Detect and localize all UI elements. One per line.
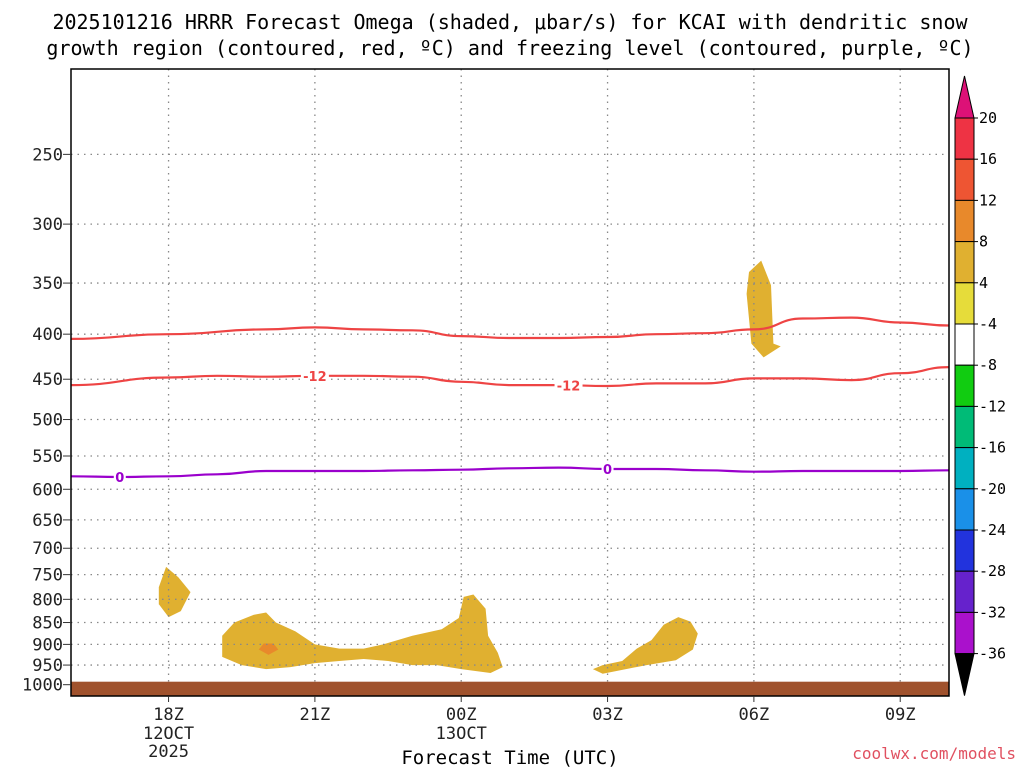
plot-area: -12 -12 0 0	[70, 68, 950, 697]
colorbar-label--24: -24	[979, 521, 1006, 539]
colorbar-label-12: 12	[979, 191, 997, 209]
omega-region-6	[258, 643, 279, 655]
y-tick-label-800: 800	[32, 590, 63, 610]
omega-region-3	[644, 560, 659, 590]
x-axis-label: Forecast Time (UTC)	[401, 747, 618, 768]
colorbar-label--12: -12	[979, 397, 1006, 415]
colorbar-segment-2	[954, 158, 975, 201]
y-tick-label-950: 950	[32, 656, 63, 676]
contour-lines: -12 -12 0 0	[71, 316, 949, 486]
y-axis-ticks: 2503003504004505005506006507007508008509…	[22, 145, 71, 696]
contour-label-2-2: -12	[557, 379, 581, 394]
watermark: coolwx.com/models	[852, 744, 1016, 763]
omega-region-4	[158, 566, 191, 618]
colorbar: 20 16 12 8 4 -4 -8 -12 -16 -20 -24 -28 -32 -36	[954, 75, 1006, 696]
plot-background	[71, 69, 949, 696]
y-tick-label-550: 550	[32, 447, 63, 467]
colorbar-label--20: -20	[979, 480, 1006, 498]
colorbar-label-8: 8	[979, 233, 988, 251]
colorbar-label-20: 20	[979, 109, 997, 127]
x-tick-label-00Z: 00Z	[446, 705, 477, 725]
colorbar-segment-6	[954, 323, 975, 366]
y-tick-label-1000: 1000	[22, 676, 63, 696]
colorbar-segment-7	[954, 364, 975, 407]
x-tick-year-18Z: 2025	[148, 742, 189, 762]
y-tick-label-400: 400	[32, 325, 63, 345]
y-tick-label-450: 450	[32, 370, 63, 390]
chart-title-line-2: growth region (contoured, red, ºC) and f…	[46, 36, 973, 60]
colorbar-label--32: -32	[979, 603, 1006, 621]
y-tick-label-750: 750	[32, 566, 63, 586]
contour-label-bg-2-2	[554, 377, 583, 394]
contour-line-3	[71, 466, 949, 479]
y-tick-label-600: 600	[32, 480, 63, 500]
omega-shading	[158, 260, 781, 674]
chart-title-line-1: 2025101216 HRRR Forecast Omega (shaded, …	[52, 10, 968, 34]
plot-frame	[70, 68, 950, 697]
colorbar-label--28: -28	[979, 562, 1006, 580]
y-tick-label-650: 650	[32, 511, 63, 531]
colorbar-bottom-arrow	[954, 653, 975, 696]
omega-region-5	[222, 594, 503, 673]
colorbar-top-arrow	[954, 75, 975, 119]
y-tick-label-500: 500	[32, 411, 63, 431]
contour-label-bg-2-1	[300, 367, 329, 384]
colorbar-segment-4	[954, 241, 975, 284]
colorbar-segment-9	[954, 447, 975, 490]
y-tick-label-250: 250	[32, 145, 63, 165]
colorbar-segment-10	[954, 488, 975, 531]
x-tick-date-00Z: 13OCT	[436, 724, 487, 744]
colorbar-label--8: -8	[979, 356, 997, 374]
contour-label-2-1: -12	[303, 370, 327, 385]
colorbar-segment-11	[954, 529, 975, 572]
y-tick-label-350: 350	[32, 274, 63, 294]
colorbar-label-16: 16	[979, 150, 997, 168]
contour-line-2	[71, 366, 949, 388]
x-tick-label-09Z: 09Z	[885, 705, 916, 725]
omega-region-2	[729, 452, 771, 510]
colorbar-label--36: -36	[979, 645, 1006, 663]
contour-label-3-2: 0	[603, 463, 612, 478]
contour-line-1	[71, 316, 949, 340]
colorbar-label--4: -4	[979, 315, 997, 333]
colorbar-label-4: 4	[979, 274, 988, 292]
contour-label-bg-3-2	[601, 460, 614, 477]
colorbar-segment-12	[954, 570, 975, 613]
contour-label-3-1: 0	[115, 471, 124, 486]
y-tick-label-850: 850	[32, 614, 63, 634]
omega-region-1	[746, 260, 781, 358]
x-tick-label-03Z: 03Z	[592, 705, 623, 725]
x-tick-label-18Z: 18Z	[153, 705, 184, 725]
colorbar-label--16: -16	[979, 439, 1006, 457]
x-tick-label-21Z: 21Z	[300, 705, 331, 725]
colorbar-segment-8	[954, 405, 975, 449]
ground-surface	[71, 681, 949, 696]
colorbar-segment-5	[954, 282, 975, 325]
y-tick-label-900: 900	[32, 635, 63, 655]
x-tick-label-06Z: 06Z	[739, 705, 770, 725]
x-tick-date-18Z: 12OCT	[143, 724, 194, 744]
y-tick-label-700: 700	[32, 539, 63, 559]
colorbar-segment-13	[954, 611, 975, 655]
omega-region-7	[592, 617, 698, 674]
y-tick-label-300: 300	[32, 215, 63, 235]
contour-label-bg-3-1	[113, 468, 126, 485]
colorbar-segment-3	[954, 199, 975, 243]
colorbar-segment-1	[954, 117, 975, 160]
